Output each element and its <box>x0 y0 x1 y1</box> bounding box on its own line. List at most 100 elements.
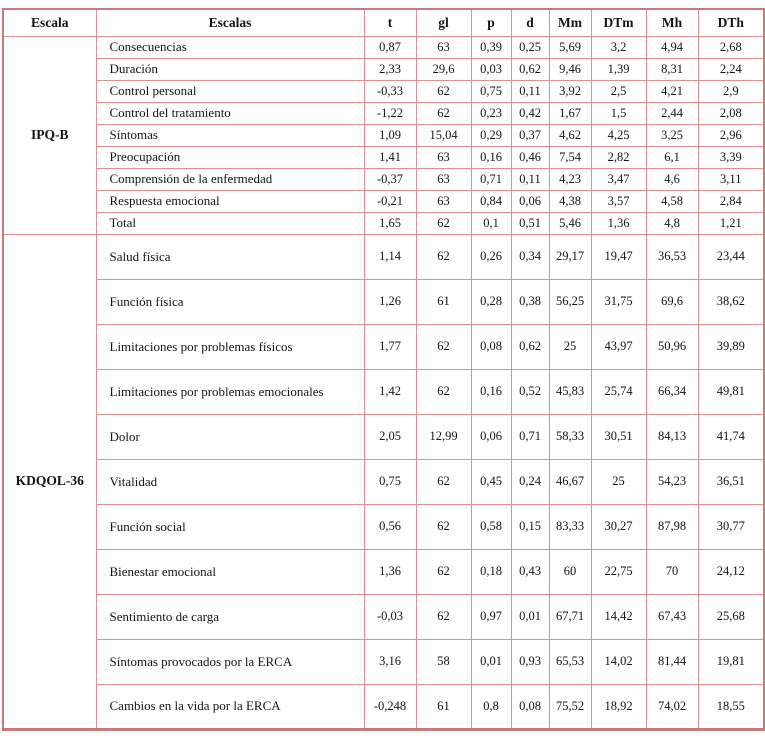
value-cell-mh: 4,6 <box>645 167 699 191</box>
value-cell-t: 1,36 <box>363 548 417 595</box>
value-cell-d: 0,11 <box>510 167 550 191</box>
row-label: Dolor <box>95 413 365 460</box>
value-cell-p: 0,39 <box>470 35 512 59</box>
value-cell-dth: 39,89 <box>697 323 765 370</box>
value-cell-d: 0,62 <box>510 57 550 81</box>
row-label: Control personal <box>95 79 365 103</box>
value-cell-p: 0,16 <box>470 368 512 415</box>
row-label: Total <box>95 211 365 235</box>
row-label: Duración <box>95 57 365 81</box>
value-cell-mh: 54,23 <box>645 458 699 505</box>
value-cell-dtm: 2,82 <box>590 145 647 169</box>
value-cell-d: 0,71 <box>510 413 550 460</box>
row-label: Cambios en la vida por la ERCA <box>95 683 365 730</box>
row-label: Función física <box>95 278 365 325</box>
row-label: Limitaciones por problemas emocionales <box>95 368 365 415</box>
value-cell-dtm: 3,47 <box>590 167 647 191</box>
value-cell-gl: 62 <box>415 548 472 595</box>
value-cell-dth: 1,21 <box>697 211 765 235</box>
value-cell-gl: 62 <box>415 368 472 415</box>
table-row: Total 1,65 62 0,1 0,51 5,46 1,36 4,8 1,21 <box>3 211 765 235</box>
table-row: Síntomas provocados por la ERCA 3,16 58 0,0… <box>3 638 765 685</box>
value-cell-mm: 29,17 <box>548 233 592 280</box>
column-header-dth: DTh <box>697 8 765 37</box>
value-cell-p: 0,16 <box>470 145 512 169</box>
value-cell-mm: 60 <box>548 548 592 595</box>
row-label: Consecuencias <box>95 35 365 59</box>
value-cell-d: 0,46 <box>510 145 550 169</box>
value-cell-gl: 62 <box>415 593 472 640</box>
table-row: Bienestar emocional 1,36 62 0,18 0,43 60 22,75… <box>3 548 765 595</box>
column-header-d: d <box>510 8 550 37</box>
value-cell-mm: 4,23 <box>548 167 592 191</box>
value-cell-t: 0,87 <box>363 35 417 59</box>
value-cell-p: 0,08 <box>470 323 512 370</box>
value-cell-gl: 12,99 <box>415 413 472 460</box>
value-cell-mh: 36,53 <box>645 233 699 280</box>
value-cell-mh: 74,02 <box>645 683 699 730</box>
row-label: Vitalidad <box>95 458 365 505</box>
value-cell-gl: 29,6 <box>415 57 472 81</box>
value-cell-d: 0,01 <box>510 593 550 640</box>
value-cell-mh: 4,21 <box>645 79 699 103</box>
value-cell-p: 0,84 <box>470 189 512 213</box>
row-label: Síntomas provocados por la ERCA <box>95 638 365 685</box>
value-cell-dth: 36,51 <box>697 458 765 505</box>
value-cell-mm: 9,46 <box>548 57 592 81</box>
value-cell-mm: 1,67 <box>548 101 592 125</box>
value-cell-dtm: 2,5 <box>590 79 647 103</box>
value-cell-d: 0,43 <box>510 548 550 595</box>
value-cell-dtm: 3,57 <box>590 189 647 213</box>
table-row: Duración 2,33 29,6 0,03 0,62 9,46 1,39 8,31 2,24 <box>3 57 765 81</box>
value-cell-p: 0,23 <box>470 101 512 125</box>
value-cell-mh: 81,44 <box>645 638 699 685</box>
row-label: Síntomas <box>95 123 365 147</box>
value-cell-p: 0,8 <box>470 683 512 730</box>
value-cell-dth: 2,96 <box>697 123 765 147</box>
value-cell-mh: 87,98 <box>645 503 699 550</box>
value-cell-mm: 83,33 <box>548 503 592 550</box>
value-cell-t: 2,05 <box>363 413 417 460</box>
value-cell-dth: 30,77 <box>697 503 765 550</box>
value-cell-gl: 62 <box>415 233 472 280</box>
value-cell-p: 0,29 <box>470 123 512 147</box>
value-cell-mm: 4,38 <box>548 189 592 213</box>
scale-group-label-ipq-b: IPQ-B <box>2 35 97 235</box>
value-cell-t: -0,33 <box>363 79 417 103</box>
table-row: Comprensión de la enfermedad -0,37 63 0,71 0… <box>3 167 765 191</box>
value-cell-t: 2,33 <box>363 57 417 81</box>
value-cell-mm: 56,25 <box>548 278 592 325</box>
value-cell-gl: 63 <box>415 167 472 191</box>
table-row: Control personal -0,33 62 0,75 0,11 3,92 2,5 4,… <box>3 79 765 103</box>
value-cell-t: 1,77 <box>363 323 417 370</box>
value-cell-mm: 67,71 <box>548 593 592 640</box>
value-cell-mm: 4,62 <box>548 123 592 147</box>
value-cell-dtm: 18,92 <box>590 683 647 730</box>
value-cell-d: 0,93 <box>510 638 550 685</box>
row-label: Comprensión de la enfermedad <box>95 167 365 191</box>
value-cell-t: 1,42 <box>363 368 417 415</box>
value-cell-mh: 50,96 <box>645 323 699 370</box>
value-cell-mh: 3,25 <box>645 123 699 147</box>
scale-group-label-kdqol-36: KDQOL-36 <box>2 233 97 730</box>
table-row: Respuesta emocional -0,21 63 0,84 0,06 4,38 3,… <box>3 189 765 213</box>
value-cell-t: 1,09 <box>363 123 417 147</box>
value-cell-mh: 70 <box>645 548 699 595</box>
row-label: Sentimiento de carga <box>95 593 365 640</box>
value-cell-dth: 25,68 <box>697 593 765 640</box>
value-cell-mh: 69,6 <box>645 278 699 325</box>
value-cell-d: 0,08 <box>510 683 550 730</box>
value-cell-p: 0,01 <box>470 638 512 685</box>
column-header-dtm: DTm <box>590 8 647 37</box>
column-header-p: p <box>470 8 512 37</box>
value-cell-d: 0,38 <box>510 278 550 325</box>
value-cell-dth: 41,74 <box>697 413 765 460</box>
table-row: IPQ-B Consecuencias 0,87 63 0,39 0,25 5,69 3,2 4… <box>2 35 765 235</box>
value-cell-dth: 38,62 <box>697 278 765 325</box>
value-cell-p: 0,45 <box>470 458 512 505</box>
row-label: Limitaciones por problemas físicos <box>95 323 365 370</box>
value-cell-gl: 62 <box>415 503 472 550</box>
column-header-escalas: Escalas <box>95 8 365 37</box>
value-cell-dtm: 30,27 <box>590 503 647 550</box>
